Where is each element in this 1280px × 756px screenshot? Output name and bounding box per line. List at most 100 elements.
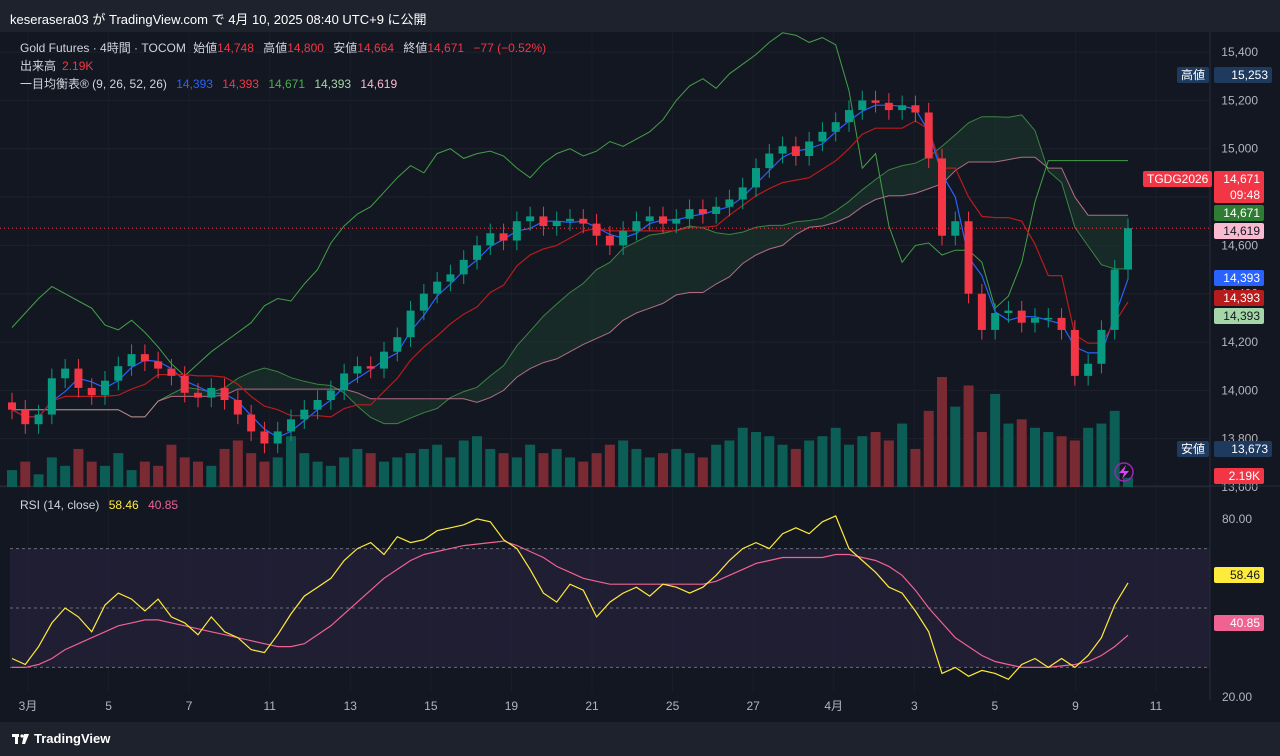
volume-bar xyxy=(764,436,775,487)
symbol-line: Gold Futures · 4時間 · TOCOM xyxy=(20,41,186,55)
volume-bar xyxy=(511,457,522,487)
candle-body xyxy=(140,354,149,362)
high-value: 14,800 xyxy=(287,41,324,55)
volume-bar xyxy=(644,457,655,487)
candle-body xyxy=(738,187,747,200)
candle-body xyxy=(207,387,216,398)
tradingview-brand[interactable]: TradingView xyxy=(34,731,111,746)
ichimoku-legend: 一目均衡表® (9, 26, 52, 26) 14,393 14,393 14,… xyxy=(20,75,403,92)
volume-bar xyxy=(352,448,363,487)
volume-bar xyxy=(193,461,203,487)
candle-body xyxy=(1031,317,1039,323)
candle-body xyxy=(1097,329,1106,364)
change-value: −77 (−0.52%) xyxy=(473,41,547,55)
volume-bar xyxy=(166,444,177,487)
candle-body xyxy=(659,216,667,224)
kijun-tag: 14,393 xyxy=(1214,290,1264,306)
volume-bar xyxy=(86,461,97,487)
candle-body xyxy=(858,100,867,111)
time-tick-label: 5 xyxy=(105,699,112,713)
candle-body xyxy=(499,233,508,241)
ichimoku-tenkan: 14,393 xyxy=(176,77,213,91)
volume-bar xyxy=(937,377,947,487)
ichimoku-kijun: 14,393 xyxy=(222,77,259,91)
volume-bar xyxy=(751,432,761,487)
volume-bar xyxy=(325,465,336,487)
volume-bar xyxy=(312,461,323,487)
price-tick-label: 14,600 xyxy=(1221,238,1258,252)
candle-body xyxy=(539,216,548,227)
candle-body xyxy=(393,337,402,352)
volume-bar xyxy=(963,385,974,487)
volume-bar xyxy=(777,444,788,487)
lightning-circle-icon xyxy=(1114,462,1134,482)
volume-bar xyxy=(538,453,549,487)
volume-bar xyxy=(1030,427,1040,487)
candle-body xyxy=(1070,329,1079,376)
volume-bar xyxy=(804,440,815,487)
volume-bar xyxy=(1003,423,1014,487)
candle-body xyxy=(871,100,880,103)
volume-bar xyxy=(658,453,668,487)
time-tick-label: 3月 xyxy=(19,699,38,713)
time-tick-label: 9 xyxy=(1072,699,1079,713)
volume-bar xyxy=(684,453,695,487)
candle-body xyxy=(712,206,721,214)
rsi-tick-label: 20.00 xyxy=(1222,690,1252,704)
candle-body xyxy=(1057,317,1066,330)
span-a-tag: 14,393 xyxy=(1214,308,1264,324)
high-tag: 高値 xyxy=(1177,67,1210,83)
volume-bar xyxy=(1043,432,1054,487)
chart-canvas[interactable]: 15,40015,20015,00014,80014,60014,40014,2… xyxy=(0,32,1280,722)
lightning-icon xyxy=(1119,465,1129,479)
price-tick-label: 15,000 xyxy=(1221,142,1258,156)
candle-body xyxy=(778,146,787,154)
volume-bar xyxy=(1069,440,1080,487)
candle-body xyxy=(592,223,601,236)
candle-body xyxy=(313,400,322,410)
volume-bar xyxy=(339,457,350,487)
price-tick-label: 14,200 xyxy=(1221,335,1258,349)
footer-bar: TradingView xyxy=(0,722,1280,756)
volume-bar xyxy=(179,457,190,487)
open-label: 始値 xyxy=(193,41,218,55)
candle-body xyxy=(419,293,428,311)
ichimoku-chikou: 14,671 xyxy=(268,77,306,91)
senkou-span-b-line xyxy=(12,156,1128,418)
open-value: 14,748 xyxy=(217,41,254,55)
time-tick-label: 11 xyxy=(1150,699,1163,713)
volume-bar xyxy=(126,470,137,487)
volume-legend: 出来高 2.19K xyxy=(20,57,99,74)
candle-body xyxy=(47,378,56,415)
rsi-line xyxy=(11,515,1129,681)
volume-bar xyxy=(246,453,257,487)
candle-body xyxy=(818,131,827,142)
volume-bar xyxy=(272,457,283,487)
time-tick-label: 13 xyxy=(344,699,358,713)
volume-bar xyxy=(20,461,31,487)
candle-body xyxy=(526,216,535,222)
volume-bar xyxy=(139,461,150,487)
candle-body xyxy=(512,221,521,241)
candle-body xyxy=(938,158,946,236)
chikou-span-line xyxy=(11,32,1128,377)
candle-body xyxy=(685,209,694,219)
candle-body xyxy=(645,216,654,222)
volume-bar xyxy=(565,457,575,487)
candle-body xyxy=(725,199,734,207)
ichimoku-span-b: 14,619 xyxy=(360,77,398,91)
low-value-tag: 13,673 xyxy=(1214,441,1272,457)
volume-bar xyxy=(392,457,403,487)
volume-bar xyxy=(578,461,589,487)
price-tick-label: 14,000 xyxy=(1221,383,1258,397)
rsi-ma-tag: 40.85 xyxy=(1214,615,1264,631)
candle-body xyxy=(911,105,920,113)
volume-bar xyxy=(73,448,84,487)
candle-body xyxy=(898,105,907,111)
candle-body xyxy=(473,245,481,260)
candle-body xyxy=(61,368,70,379)
candle-body xyxy=(951,221,960,236)
candle-body xyxy=(247,414,256,432)
volume-bar xyxy=(897,423,908,487)
candle-body xyxy=(220,387,229,401)
